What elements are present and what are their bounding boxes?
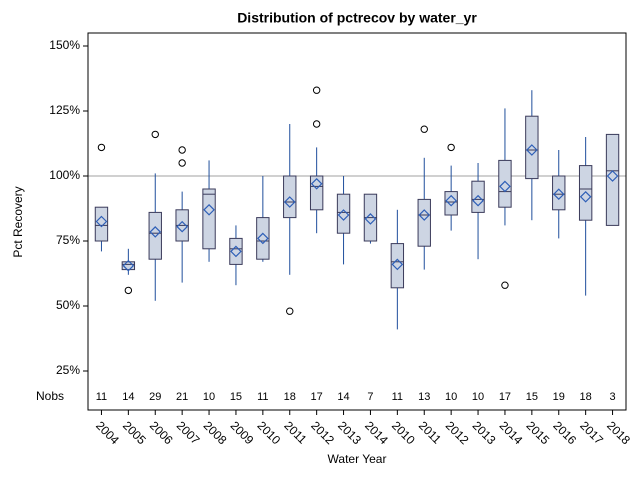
mean-marker [526,144,538,156]
mean-marker [499,180,511,193]
box [578,165,593,221]
outlier [420,125,428,133]
nobs-value: 3 [609,391,615,403]
box [525,115,539,180]
nobs-value: 14 [337,391,349,403]
box [471,180,485,213]
mean-marker [337,209,350,221]
mean-marker [283,196,296,208]
nobs-value: 18 [284,391,296,403]
plot-frame [87,32,627,411]
box [309,175,324,211]
box [202,188,216,250]
nobs-value: 15 [230,391,242,403]
y-tick-label: 75% [56,233,80,247]
x-axis-label: Water Year [328,452,387,466]
nobs-value: 13 [418,391,430,403]
mean-marker [176,220,188,233]
box [148,211,162,260]
outlier [447,143,455,152]
y-tick-label: 125% [49,103,80,117]
box [229,237,243,265]
mean-marker [391,258,404,271]
box [552,175,566,211]
nobs-value: 18 [580,391,592,403]
nobs-value: 17 [311,391,323,403]
y-axis-label: Pct Recovery [11,186,25,257]
box [336,193,351,234]
nobs-value: 17 [499,391,511,403]
mean-marker [122,259,135,272]
mean-marker [445,194,457,207]
y-tick-label: 150% [49,38,80,52]
nobs-value: 11 [257,391,268,403]
mean-marker [95,215,108,228]
box [605,133,620,226]
mean-marker [203,203,215,216]
chart-title: Distribution of pctrecov by water_yr [237,10,477,26]
nobs-value: 21 [176,391,188,403]
box [256,217,270,260]
outlier [178,146,186,154]
nobs-value: 10 [472,391,484,403]
box [498,159,512,208]
mean-marker [149,226,162,238]
outlier [151,130,159,139]
nobs-value: 19 [553,391,565,403]
nobs-value: 10 [203,391,215,403]
mean-marker [418,209,431,221]
mean-marker [472,194,484,207]
y-tick-label: 25% [56,363,80,377]
outlier [178,159,186,167]
mean-marker [230,245,242,258]
box [417,198,431,247]
outlier [501,281,509,289]
outlier [124,286,133,295]
nobs-value: 10 [445,391,457,403]
mean-marker [257,232,269,245]
nobs-value: 14 [122,391,134,403]
nobs-label: Nobs [36,389,64,403]
outlier [312,86,321,94]
box [390,243,405,289]
mean-marker [364,213,377,225]
mean-marker [606,170,619,182]
mean-marker [552,188,565,201]
nobs-value: 29 [149,391,161,403]
nobs-value: 11 [96,391,107,403]
nobs-value: 7 [367,391,373,403]
box [121,261,136,271]
mean-marker [310,177,323,190]
mean-marker [579,190,592,203]
outlier [286,307,294,315]
outlier [312,120,321,128]
outlier [97,143,106,152]
y-tick-label: 100% [49,168,80,182]
box [444,191,458,216]
nobs-value: 11 [392,391,403,403]
nobs-value: 15 [526,391,538,403]
box [94,206,109,242]
y-tick-label: 50% [56,298,80,312]
